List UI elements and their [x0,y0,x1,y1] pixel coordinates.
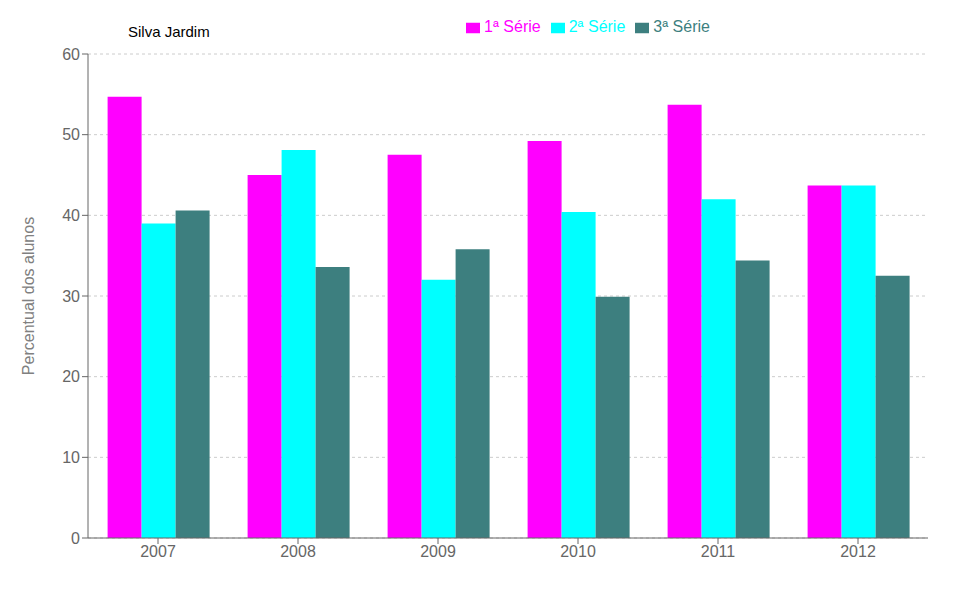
svg-text:2009: 2009 [420,543,456,560]
svg-text:20: 20 [62,368,80,385]
html-text:1ª Série: 1ª Série [484,18,541,35]
html-text:2ª Série: 2ª Série [568,18,626,35]
svg-text:0: 0 [71,530,80,547]
svg-text:40: 40 [62,207,80,224]
svg-text:2010: 2010 [560,543,596,560]
svg-text:2012: 2012 [840,543,876,560]
svg-text:60: 60 [62,46,80,63]
svg-text:10: 10 [62,449,80,466]
svg-text:30: 30 [62,288,80,305]
html-text:3ª Série: 3ª Série [653,18,710,35]
svg-text:2011: 2011 [701,543,736,560]
svg-text:2007: 2007 [140,543,176,560]
svg-text:2008: 2008 [280,543,316,560]
svg-text:50: 50 [62,126,80,143]
svg-text:Percentual dos alunos: Percentual dos alunos [20,217,37,375]
html-text:Silva Jardim: Silva Jardim [128,23,210,40]
